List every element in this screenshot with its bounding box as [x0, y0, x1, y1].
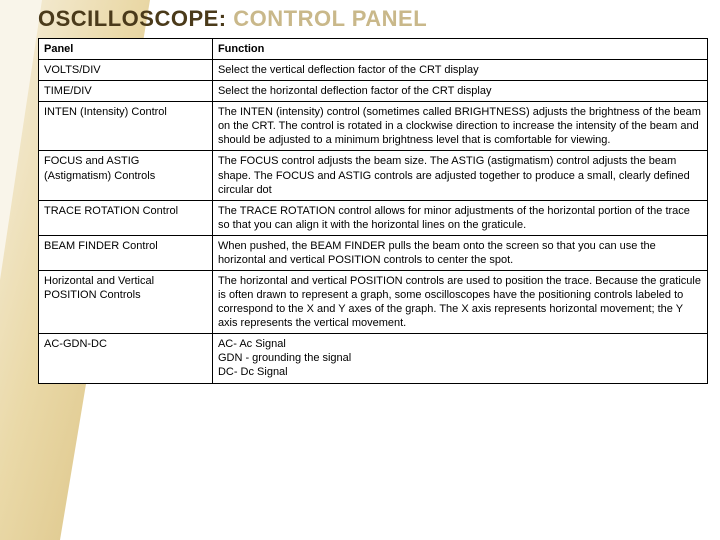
cell-function: AC- Ac Signal GDN - grounding the signal… — [212, 334, 707, 383]
cell-panel: VOLTS/DIV — [39, 60, 213, 81]
cell-function: When pushed, the BEAM FINDER pulls the b… — [212, 235, 707, 270]
cell-panel: TIME/DIV — [39, 81, 213, 102]
cell-function: The TRACE ROTATION control allows for mi… — [212, 200, 707, 235]
cell-function: The FOCUS control adjusts the beam size.… — [212, 151, 707, 200]
cell-panel: AC-GDN-DC — [39, 334, 213, 383]
table-row: TIME/DIV Select the horizontal deflectio… — [39, 81, 708, 102]
cell-panel: BEAM FINDER Control — [39, 235, 213, 270]
cell-function: The horizontal and vertical POSITION con… — [212, 271, 707, 334]
page-title: OSCILLOSCOPE: CONTROL PANEL — [38, 6, 708, 32]
table-row: VOLTS/DIV Select the vertical deflection… — [39, 60, 708, 81]
cell-panel: INTEN (Intensity) Control — [39, 102, 213, 151]
table-row: AC-GDN-DC AC- Ac Signal GDN - grounding … — [39, 334, 708, 383]
col-header-panel: Panel — [39, 39, 213, 60]
table-row: Horizontal and Vertical POSITION Control… — [39, 271, 708, 334]
control-panel-table: Panel Function VOLTS/DIV Select the vert… — [38, 38, 708, 384]
table-row: INTEN (Intensity) Control The INTEN (int… — [39, 102, 708, 151]
cell-function: Select the vertical deflection factor of… — [212, 60, 707, 81]
table-row: TRACE ROTATION Control The TRACE ROTATIO… — [39, 200, 708, 235]
title-part-1: OSCILLOSCOPE: — [38, 6, 227, 31]
table-row: BEAM FINDER Control When pushed, the BEA… — [39, 235, 708, 270]
cell-panel: TRACE ROTATION Control — [39, 200, 213, 235]
col-header-function: Function — [212, 39, 707, 60]
cell-panel: FOCUS and ASTIG (Astigmatism) Controls — [39, 151, 213, 200]
cell-panel: Horizontal and Vertical POSITION Control… — [39, 271, 213, 334]
cell-function: The INTEN (intensity) control (sometimes… — [212, 102, 707, 151]
table-header-row: Panel Function — [39, 39, 708, 60]
table-row: FOCUS and ASTIG (Astigmatism) Controls T… — [39, 151, 708, 200]
cell-function: Select the horizontal deflection factor … — [212, 81, 707, 102]
title-part-2: CONTROL PANEL — [227, 6, 428, 31]
